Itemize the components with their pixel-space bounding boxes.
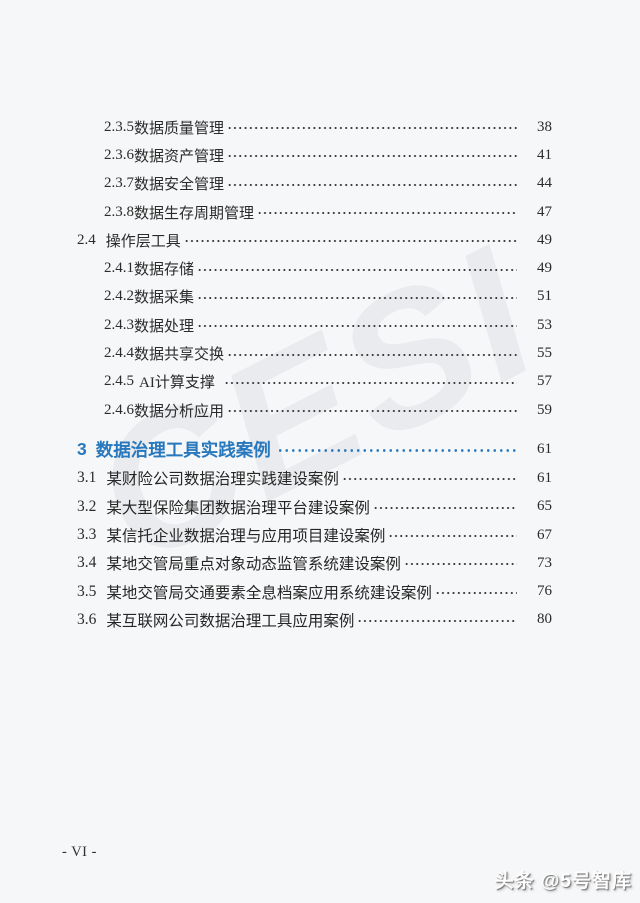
toc-section3-rows: 3.1 某财险公司数据治理实践建设案例 61 3.2 某大型保险集团数据治理平台建设案例… bbox=[77, 464, 552, 636]
toc-entry-label: 数据处理 bbox=[134, 318, 195, 335]
toc-section2-rows: 2.3.5 数据质量管理 38 2.3.6 数据资产管理 41 2.3.7 数据安全管理 44 2… bbox=[77, 113, 552, 426]
toc-row[interactable]: 3.3 某信托企业数据治理与应用项目建设案例 67 bbox=[77, 521, 552, 551]
toc-entry-page: 41 bbox=[537, 146, 552, 163]
toc-entry-label: 数据质量管理 bbox=[134, 120, 225, 137]
dot-leader bbox=[227, 170, 517, 199]
dot-leader bbox=[227, 396, 517, 426]
dot-leader bbox=[341, 465, 517, 494]
toc-entry-number: 2.4.1 bbox=[104, 260, 134, 277]
toc-row[interactable]: 2.3.7 数据安全管理 44 bbox=[77, 170, 552, 199]
toc-entry-number: 3.3 bbox=[77, 526, 97, 543]
toc-entry-page: 59 bbox=[537, 401, 552, 418]
dot-leader bbox=[183, 227, 517, 256]
dot-leader bbox=[276, 436, 516, 466]
toc-row[interactable]: 2.4.3 数据处理 53 bbox=[77, 311, 552, 341]
toc-entry-label: 数据生存周期管理 bbox=[134, 205, 255, 222]
toc-entry-label: 某财险公司数据治理实践建设案例 bbox=[106, 471, 339, 489]
toc-entry-page: 49 bbox=[537, 231, 552, 248]
toc-row[interactable]: 2.4.4 数据共享交换 55 bbox=[77, 339, 552, 369]
toc-row[interactable]: 3.5 某地交管局交通要素全息档案应用系统建设案例 76 bbox=[77, 577, 552, 607]
toc-row[interactable]: 2.4 操作层工具 49 bbox=[77, 226, 552, 256]
dot-leader bbox=[197, 312, 517, 341]
toc-entry-number: 2.4.6 bbox=[104, 401, 134, 418]
toc-entry-page: 49 bbox=[537, 260, 552, 277]
toc-entry-page: 38 bbox=[537, 118, 552, 135]
dot-leader bbox=[434, 578, 517, 607]
toc-chapter-title: 数据治理工具实践案例 bbox=[95, 440, 271, 461]
toc-chapter3-heading[interactable]: 3 数据治理工具实践案例 61 bbox=[77, 435, 552, 466]
dot-leader bbox=[223, 368, 517, 397]
toc-entry-number: 2.3.7 bbox=[104, 175, 134, 192]
toc-entry-number: 3.5 bbox=[77, 582, 97, 600]
toc-entry-page: 80 bbox=[537, 611, 552, 628]
toc-entry-number: 2.4.5 bbox=[104, 373, 134, 390]
toc-entry-page: 65 bbox=[537, 498, 552, 515]
toc-chapter-number: 3 bbox=[77, 439, 87, 460]
dot-leader bbox=[403, 550, 517, 579]
dot-leader bbox=[197, 255, 517, 284]
toc-entry-label: AI计算支撑 bbox=[139, 375, 215, 392]
toc-entry-label: 某地交管局交通要素全息档案应用系统建设案例 bbox=[106, 584, 432, 602]
toc-entry-label: 某信托企业数据治理与应用项目建设案例 bbox=[106, 528, 386, 545]
toc-row[interactable]: 3.6 某互联网公司数据治理工具应用案例 80 bbox=[77, 606, 552, 636]
toc-entry-page: 61 bbox=[537, 469, 552, 486]
toc-entry-page: 61 bbox=[537, 441, 552, 458]
toc-row[interactable]: 2.4.5 AI计算支撑 57 bbox=[77, 368, 552, 397]
dot-leader bbox=[227, 114, 517, 143]
toc-row[interactable]: 2.3.8 数据生存周期管理 47 bbox=[77, 198, 552, 228]
toc-row[interactable]: 3.4 某地交管局重点对象动态监管系统建设案例 73 bbox=[77, 549, 552, 579]
toc-row[interactable]: 2.4.1 数据存储 49 bbox=[77, 254, 552, 284]
toc-entry-label: 数据分析应用 bbox=[134, 403, 225, 420]
toc-row[interactable]: 3.1 某财险公司数据治理实践建设案例 61 bbox=[77, 464, 552, 494]
toc-row[interactable]: 2.3.6 数据资产管理 41 bbox=[77, 141, 552, 171]
toc-entry-label: 某互联网公司数据治理工具应用案例 bbox=[106, 612, 355, 630]
toc-entry-page: 51 bbox=[537, 288, 552, 305]
toc-entry-label: 数据采集 bbox=[134, 290, 195, 307]
table-of-contents: 2.3.5 数据质量管理 38 2.3.6 数据资产管理 41 2.3.7 数据安全管理 44 2… bbox=[77, 113, 552, 636]
toc-entry-page: 47 bbox=[537, 203, 552, 220]
dot-leader bbox=[372, 493, 517, 522]
page-number-footer: - VI - bbox=[62, 844, 97, 860]
dot-leader bbox=[357, 606, 517, 636]
toc-entry-page: 55 bbox=[537, 345, 552, 362]
toc-entry-page: 73 bbox=[537, 554, 552, 571]
toc-entry-number: 2.4 bbox=[77, 231, 96, 248]
toc-entry-number: 2.3.5 bbox=[104, 118, 134, 135]
toc-entry-label: 数据存储 bbox=[134, 262, 195, 279]
toc-entry-label: 某大型保险集团数据治理平台建设案例 bbox=[106, 499, 370, 517]
dot-leader bbox=[388, 521, 517, 551]
toc-entry-number: 3.6 bbox=[77, 610, 97, 628]
toc-entry-number: 2.4.4 bbox=[104, 345, 134, 362]
toc-entry-page: 57 bbox=[537, 373, 552, 390]
toc-entry-number: 2.4.3 bbox=[104, 316, 134, 333]
toc-entry-number: 2.4.2 bbox=[104, 288, 134, 305]
toc-entry-label: 数据安全管理 bbox=[134, 177, 225, 194]
dot-leader bbox=[227, 340, 517, 369]
toc-row[interactable]: 3.2 某大型保险集团数据治理平台建设案例 65 bbox=[77, 493, 552, 522]
dot-leader bbox=[197, 283, 517, 313]
toc-row[interactable]: 2.4.6 数据分析应用 59 bbox=[77, 396, 552, 426]
toc-entry-label: 数据共享交换 bbox=[134, 347, 225, 364]
toc-entry-number: 2.3.6 bbox=[104, 146, 134, 163]
toc-entry-number: 3.2 bbox=[77, 497, 97, 515]
toc-entry-label: 某地交管局重点对象动态监管系统建设案例 bbox=[106, 556, 401, 574]
toc-row[interactable]: 2.4.2 数据采集 51 bbox=[77, 283, 552, 313]
toc-row[interactable]: 2.3.5 数据质量管理 38 bbox=[77, 113, 552, 143]
toc-entry-label: 操作层工具 bbox=[105, 233, 181, 250]
toc-entry-label: 数据资产管理 bbox=[134, 148, 225, 165]
toc-entry-page: 44 bbox=[537, 175, 552, 192]
toc-entry-page: 53 bbox=[537, 316, 552, 333]
toc-entry-number: 2.3.8 bbox=[104, 203, 134, 220]
toutiao-watermark: 头条 @5号智库 bbox=[494, 871, 632, 892]
dot-leader bbox=[257, 198, 517, 228]
toc-entry-page: 67 bbox=[537, 526, 552, 543]
toc-entry-number: 3.1 bbox=[77, 469, 97, 487]
dot-leader bbox=[227, 142, 517, 171]
toc-entry-page: 76 bbox=[537, 583, 552, 600]
toc-entry-number: 3.4 bbox=[77, 554, 97, 572]
